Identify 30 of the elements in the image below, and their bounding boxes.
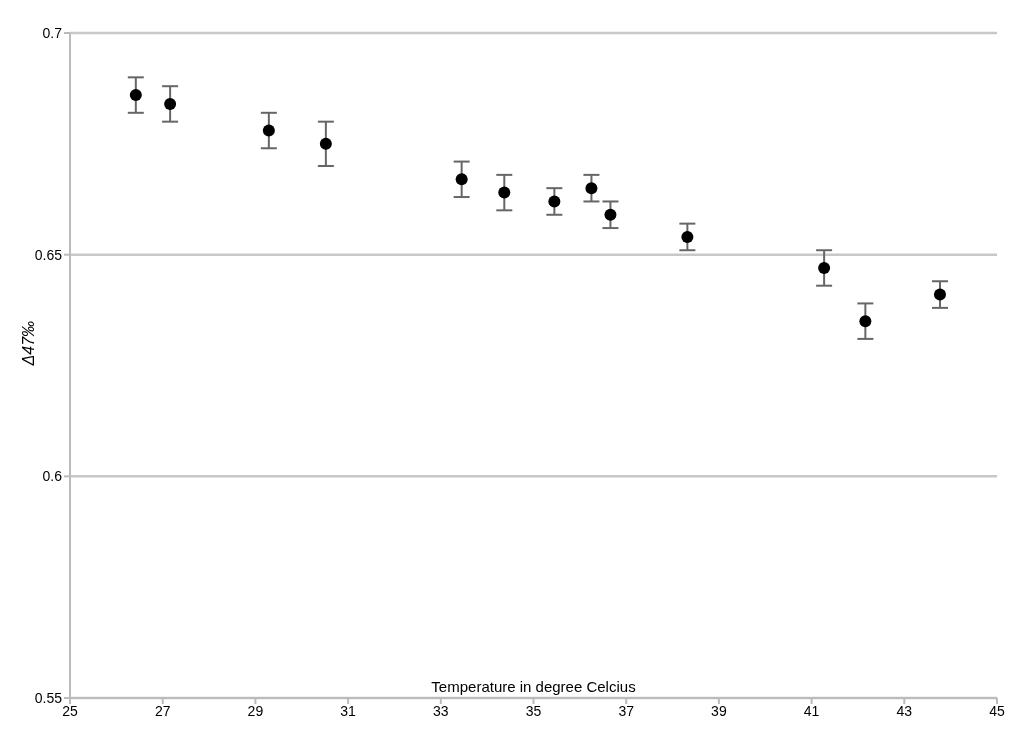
x-tick-label: 39 (711, 702, 727, 719)
x-tick-label: 29 (247, 702, 264, 719)
point (455, 173, 468, 186)
point (933, 288, 946, 301)
x-tick-label: 45 (989, 702, 1005, 719)
x-tick-label: 25 (62, 702, 78, 719)
y-tick-label: 0.6 (42, 468, 63, 485)
y-tick-label: 0.65 (34, 246, 63, 263)
y-tick-label: 0.55 (34, 689, 63, 706)
x-tick-label: 37 (618, 702, 635, 719)
x-tick-label: 31 (340, 702, 357, 719)
point (548, 195, 561, 208)
point (818, 261, 831, 274)
point (262, 124, 275, 137)
point (164, 97, 177, 110)
y-tick-label: 0.7 (42, 24, 63, 41)
point (859, 315, 872, 328)
point (319, 137, 332, 150)
point (498, 186, 511, 199)
x-tick-label: 27 (154, 702, 171, 719)
x-tick-label: 43 (896, 702, 913, 719)
point (681, 230, 694, 243)
x-axis-title: Temperature in degree Celcius (431, 678, 636, 695)
point (585, 182, 598, 195)
y-axis-title: Δ47‰ (19, 320, 37, 367)
x-tick-label: 35 (525, 702, 542, 719)
point (604, 208, 617, 221)
point (129, 89, 142, 102)
x-tick-label: 41 (803, 702, 820, 719)
x-tick-label: 33 (433, 702, 449, 719)
